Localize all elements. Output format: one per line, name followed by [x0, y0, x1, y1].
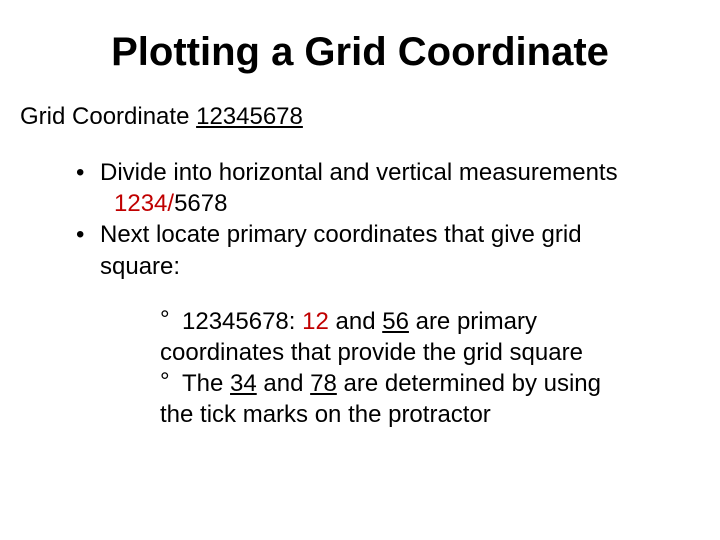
sub-text: are determined by using: [337, 370, 601, 397]
sub-underline: 34: [230, 370, 257, 397]
subtitle-prefix: Grid Coordinate: [20, 103, 196, 130]
bullet-item: Divide into horizontal and vertical meas…: [76, 157, 700, 219]
sub-red: 12: [302, 308, 329, 335]
bullet-text: Next locate primary coordinates that giv…: [100, 221, 582, 248]
sub-bullet-item: The 34 and 78 are determined by using: [160, 368, 700, 399]
sub-underline: 56: [382, 308, 409, 335]
subtitle: Grid Coordinate 12345678: [20, 103, 700, 131]
bullet-text: Divide into horizontal and vertical meas…: [100, 159, 618, 186]
slide-title: Plotting a Grid Coordinate: [20, 30, 700, 75]
bullet-list: Divide into horizontal and vertical meas…: [20, 157, 700, 282]
sub-text: 12345678:: [182, 308, 302, 335]
subtitle-value: 12345678: [196, 103, 303, 130]
sub-text: The: [182, 370, 230, 397]
sub-continuation: coordinates that provide the grid square: [160, 337, 700, 368]
coord-red: 1234/: [114, 190, 174, 217]
coord-plain: 5678: [174, 190, 227, 217]
bullet-indent-line: square:: [100, 253, 180, 280]
sub-bullet-item: 12345678: 12 and 56 are primary: [160, 306, 700, 337]
sub-text: and: [257, 370, 310, 397]
bullet-item: Next locate primary coordinates that giv…: [76, 219, 700, 281]
sub-underline: 78: [310, 370, 337, 397]
sub-continuation: the tick marks on the protractor: [160, 399, 700, 430]
bullet-indent-line: 1234/5678: [100, 188, 227, 219]
sub-text: and: [329, 308, 382, 335]
sub-text: are primary: [409, 308, 537, 335]
sub-bullet-list: 12345678: 12 and 56 are primary coordina…: [20, 306, 700, 431]
